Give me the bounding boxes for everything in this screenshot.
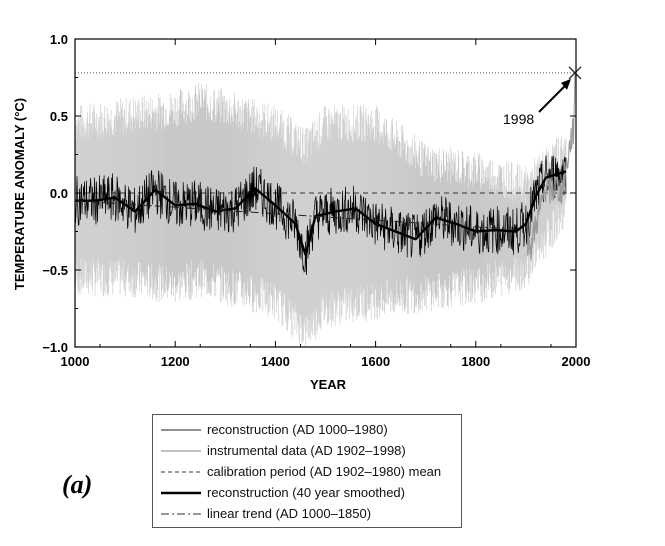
annotation-1998: 1998 bbox=[503, 111, 534, 127]
legend-item-instrumental: instrumental data (AD 1902–1998) bbox=[161, 440, 461, 461]
x-tick-label: 1200 bbox=[161, 354, 190, 369]
x-tick-label: 1600 bbox=[361, 354, 390, 369]
x-axis-title: YEAR bbox=[310, 377, 347, 392]
peak-1998-marker bbox=[568, 66, 582, 80]
instrumental-data-line bbox=[526, 72, 576, 261]
x-tick-label: 1400 bbox=[261, 354, 290, 369]
legend: reconstruction (AD 1000–1980) instrument… bbox=[152, 414, 462, 528]
y-axis-title: TEMPERATURE ANOMALY (°C) bbox=[12, 98, 27, 290]
annotation-arrow-shaft bbox=[538, 81, 570, 113]
panel-label: (a) bbox=[62, 470, 93, 499]
y-tick-label: −0.5 bbox=[42, 263, 68, 278]
y-tick-label: 0.5 bbox=[50, 109, 68, 124]
y-tick-label: 0.0 bbox=[50, 186, 68, 201]
series-lines bbox=[74, 66, 582, 276]
legend-item-linear-trend: linear trend (AD 1000–1850) bbox=[161, 503, 461, 524]
x-tick-label: 1000 bbox=[61, 354, 90, 369]
linear-trend-line bbox=[74, 200, 501, 229]
legend-item-reconstruction: reconstruction (AD 1000–1980) bbox=[161, 419, 461, 440]
chart: 1000 1200 1400 1600 1800 2000 −1.0 −0.5 0.0 0.5 1.… bbox=[12, 32, 590, 392]
legend-label: linear trend (AD 1000–1850) bbox=[207, 506, 372, 521]
reconstruction-smoothed-line bbox=[75, 170, 567, 256]
axes: 1000 1200 1400 1600 1800 2000 −1.0 −0.5 0.0 0.5 1.… bbox=[42, 32, 590, 369]
legend-swatch-dashed bbox=[161, 471, 201, 472]
annotation-arrow-head bbox=[560, 78, 571, 90]
uncertainty-band bbox=[74, 83, 567, 347]
legend-label: instrumental data (AD 1902–1998) bbox=[207, 443, 406, 458]
legend-swatch-gray-solid bbox=[161, 449, 201, 452]
legend-label: reconstruction (AD 1000–1980) bbox=[207, 422, 388, 437]
legend-label: calibration period (AD 1902–1980) mean bbox=[207, 464, 442, 479]
y-tick-label: 1.0 bbox=[50, 32, 68, 47]
legend-item-smoothed: reconstruction (40 year smoothed) bbox=[161, 482, 461, 503]
legend-swatch-thin-solid bbox=[161, 429, 201, 430]
y-tick-label: −1.0 bbox=[42, 340, 68, 355]
legend-swatch-dash-dot bbox=[161, 513, 201, 514]
x-tick-label: 1800 bbox=[461, 354, 490, 369]
reconstruction-annual-line bbox=[74, 155, 567, 276]
x-tick-label: 2000 bbox=[562, 354, 591, 369]
legend-label: reconstruction (40 year smoothed) bbox=[207, 485, 405, 500]
legend-item-calibration-mean: calibration period (AD 1902–1980) mean bbox=[161, 461, 461, 482]
legend-swatch-thick-solid bbox=[161, 491, 201, 494]
